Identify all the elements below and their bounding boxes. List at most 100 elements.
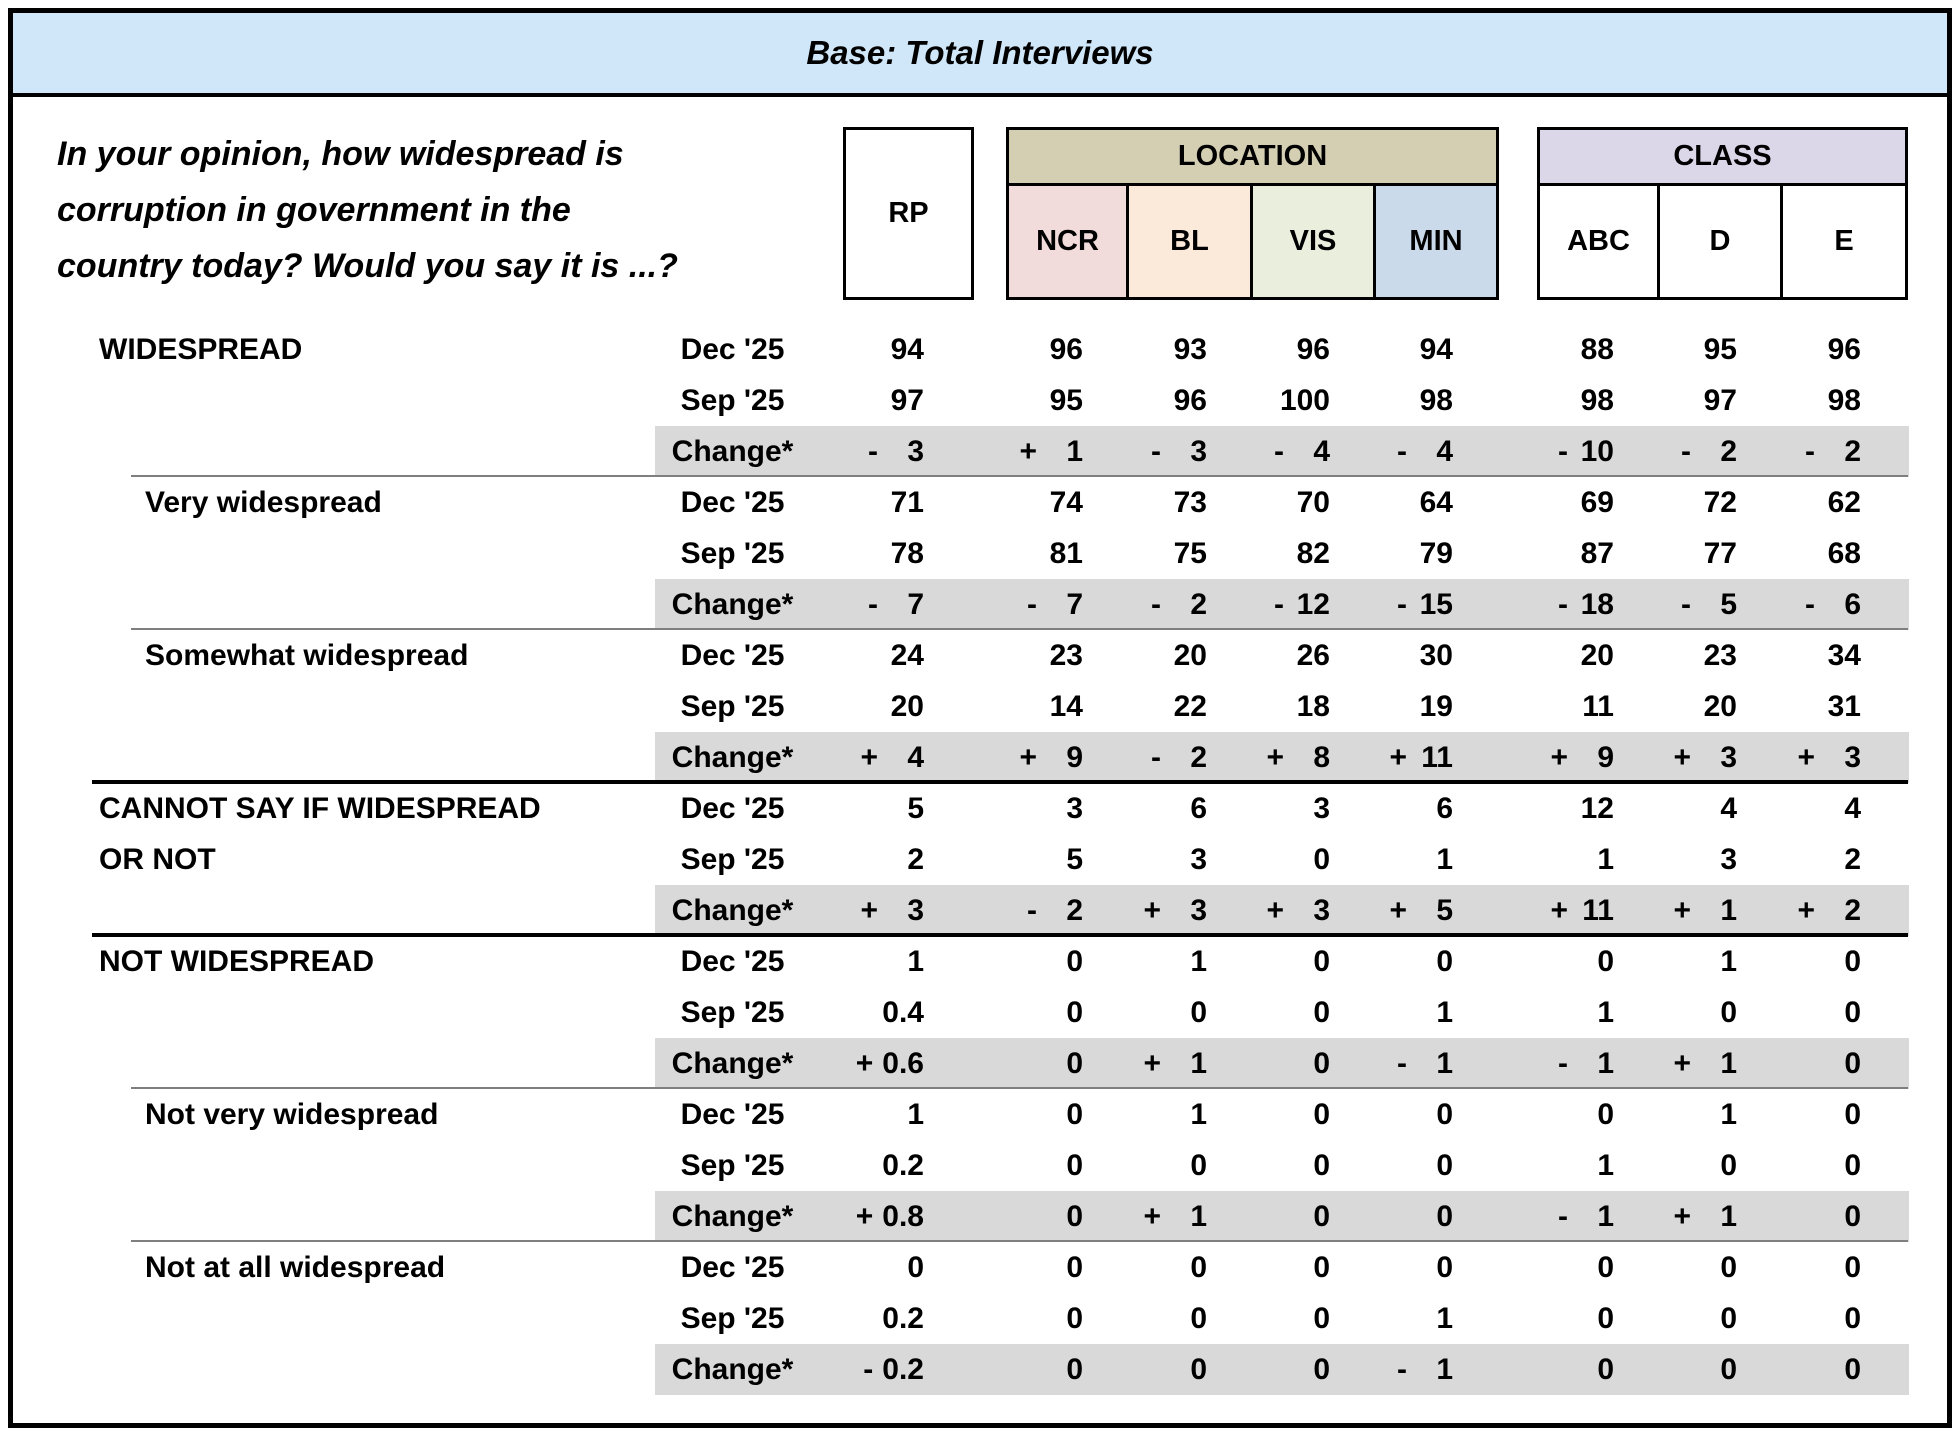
change-value: 3 (1844, 740, 1861, 774)
header-location-label: LOCATION (1177, 140, 1328, 172)
cell-bl: 22 (1173, 690, 1207, 723)
cell-e: 0 (1783, 1191, 1908, 1242)
question-line: country today? Would you say it is ...? (57, 247, 678, 285)
cell-min: 19 (1419, 690, 1453, 723)
header-rp-label: RP (888, 197, 929, 229)
change-value: 11 (1421, 740, 1453, 774)
cell-rp: 2 (907, 843, 924, 876)
change-value: 1 (1597, 1199, 1614, 1233)
period-label: Dec '25 (680, 1251, 785, 1284)
change-value: 5 (1720, 587, 1737, 621)
cell-abc: -1 (1537, 1038, 1660, 1089)
change-row-band (655, 426, 1909, 477)
change-value: 15 (1419, 587, 1453, 621)
cell-abc: 0 (1537, 1344, 1660, 1395)
change-value: 1 (1436, 1352, 1453, 1386)
cell-d: 0 (1720, 996, 1737, 1029)
cell-ncr: 0 (1066, 996, 1083, 1029)
cell-abc: 1 (1597, 996, 1614, 1029)
cell-min: -1 (1376, 1038, 1499, 1089)
change-sign: - (1681, 587, 1691, 621)
table-row: NOT WIDESPREAD Dec '25 1 0 1 0 0 0 1 0 (0, 936, 1960, 987)
header-cell-bl: BL (1126, 183, 1253, 300)
cell-min: 0 (1376, 1191, 1499, 1242)
cell-bl: 20 (1173, 639, 1207, 672)
cell-bl: 0 (1190, 1251, 1207, 1284)
change-sign: + (1143, 1046, 1161, 1080)
cell-vis: 0 (1313, 945, 1330, 978)
cell-bl: 93 (1173, 333, 1207, 366)
cell-vis: 96 (1296, 333, 1330, 366)
section-separator-thin (131, 1240, 1908, 1242)
change-value: 0 (1313, 1046, 1330, 1080)
cell-bl: 0 (1190, 1302, 1207, 1335)
cell-ncr: 5 (1066, 843, 1083, 876)
cell-min: 0 (1436, 1149, 1453, 1182)
cell-abc: 12 (1580, 792, 1614, 825)
row-label: Somewhat widespread (145, 639, 469, 672)
question-text: In your opinion, how widespread is corru… (57, 126, 678, 294)
change-value: 3 (1190, 434, 1207, 468)
cell-vis: +3 (1253, 885, 1376, 936)
change-sign: + (1797, 740, 1815, 774)
cell-d: 0 (1720, 1251, 1737, 1284)
change-value: 3 (907, 434, 924, 468)
header-class-band: CLASS (1537, 127, 1908, 186)
change-value: 0.2 (882, 1352, 924, 1386)
cell-e: 0 (1783, 1344, 1908, 1395)
change-sign: + (855, 1199, 874, 1233)
cell-vis: 0 (1253, 1038, 1376, 1089)
cell-abc: 20 (1580, 639, 1614, 672)
change-sign: - (1027, 587, 1037, 621)
cell-min: 98 (1419, 384, 1453, 417)
cell-e: 62 (1827, 486, 1861, 519)
table-row: Change* +4 +9-2 +8 +11 +9 +3 +3 (0, 732, 1960, 783)
cell-d: 0 (1660, 1344, 1783, 1395)
cell-vis: 0 (1253, 1344, 1376, 1395)
change-value: 18 (1580, 587, 1614, 621)
change-value: 1 (1720, 1046, 1737, 1080)
table-row: Somewhat widespread Dec '25 24 23 20 26 30 20 23… (0, 630, 1960, 681)
cell-e: 68 (1827, 537, 1861, 570)
title-bar: Base: Total Interviews (13, 13, 1947, 97)
question-line: In your opinion, how widespread is (57, 135, 624, 173)
cell-d: 97 (1703, 384, 1737, 417)
row-label: Very widespread (145, 486, 382, 519)
cell-min: 30 (1419, 639, 1453, 672)
change-value: 12 (1296, 587, 1330, 621)
change-value: 1 (1720, 893, 1737, 927)
cell-rp: +0.8 (843, 1191, 974, 1242)
cell-min: -1 (1376, 1344, 1499, 1395)
cell-ncr: -7 (1006, 579, 1129, 630)
period-label: Sep '25 (680, 996, 785, 1029)
table-row: Sep '25 0.2 0 0 0 0 1 0 0 (0, 1140, 1960, 1191)
cell-ncr: 81 (1049, 537, 1083, 570)
change-sign: - (1397, 1046, 1407, 1080)
row-label: Not at all widespread (145, 1251, 446, 1284)
cell-vis: -4 (1253, 426, 1376, 477)
cell-rp: +4 (843, 732, 974, 783)
change-sign: + (1797, 893, 1815, 927)
cell-abc: -10 (1537, 426, 1660, 477)
header-location-band: LOCATION (1006, 127, 1499, 186)
cell-abc: 0 (1597, 1302, 1614, 1335)
cell-min: -15 (1376, 579, 1499, 630)
cell-vis: 0 (1313, 1098, 1330, 1131)
cell-d: 23 (1703, 639, 1737, 672)
cell-rp: 5 (907, 792, 924, 825)
table-row: CANNOT SAY IF WIDESPREAD Dec '25 5 3 6 3 6 12 4 4 (0, 783, 1960, 834)
period-label: Sep '25 (680, 384, 785, 417)
table-row: Sep '25 0.2 0 0 0 1 0 0 0 (0, 1293, 1960, 1344)
cell-ncr: 0 (1066, 1251, 1083, 1284)
header-group-location: LOCATION NCR BL VIS MIN (1006, 127, 1499, 300)
cell-bl: 96 (1173, 384, 1207, 417)
cell-e: 0 (1844, 1098, 1861, 1131)
change-sign: - (868, 587, 878, 621)
cell-e: +3 (1783, 732, 1908, 783)
header-cell-e: E (1780, 183, 1908, 300)
cell-min: 94 (1419, 333, 1453, 366)
change-value: 1 (1190, 1199, 1207, 1233)
change-sign: + (855, 1046, 874, 1080)
cell-rp: -0.2 (843, 1344, 974, 1395)
cell-d: +1 (1660, 1038, 1783, 1089)
